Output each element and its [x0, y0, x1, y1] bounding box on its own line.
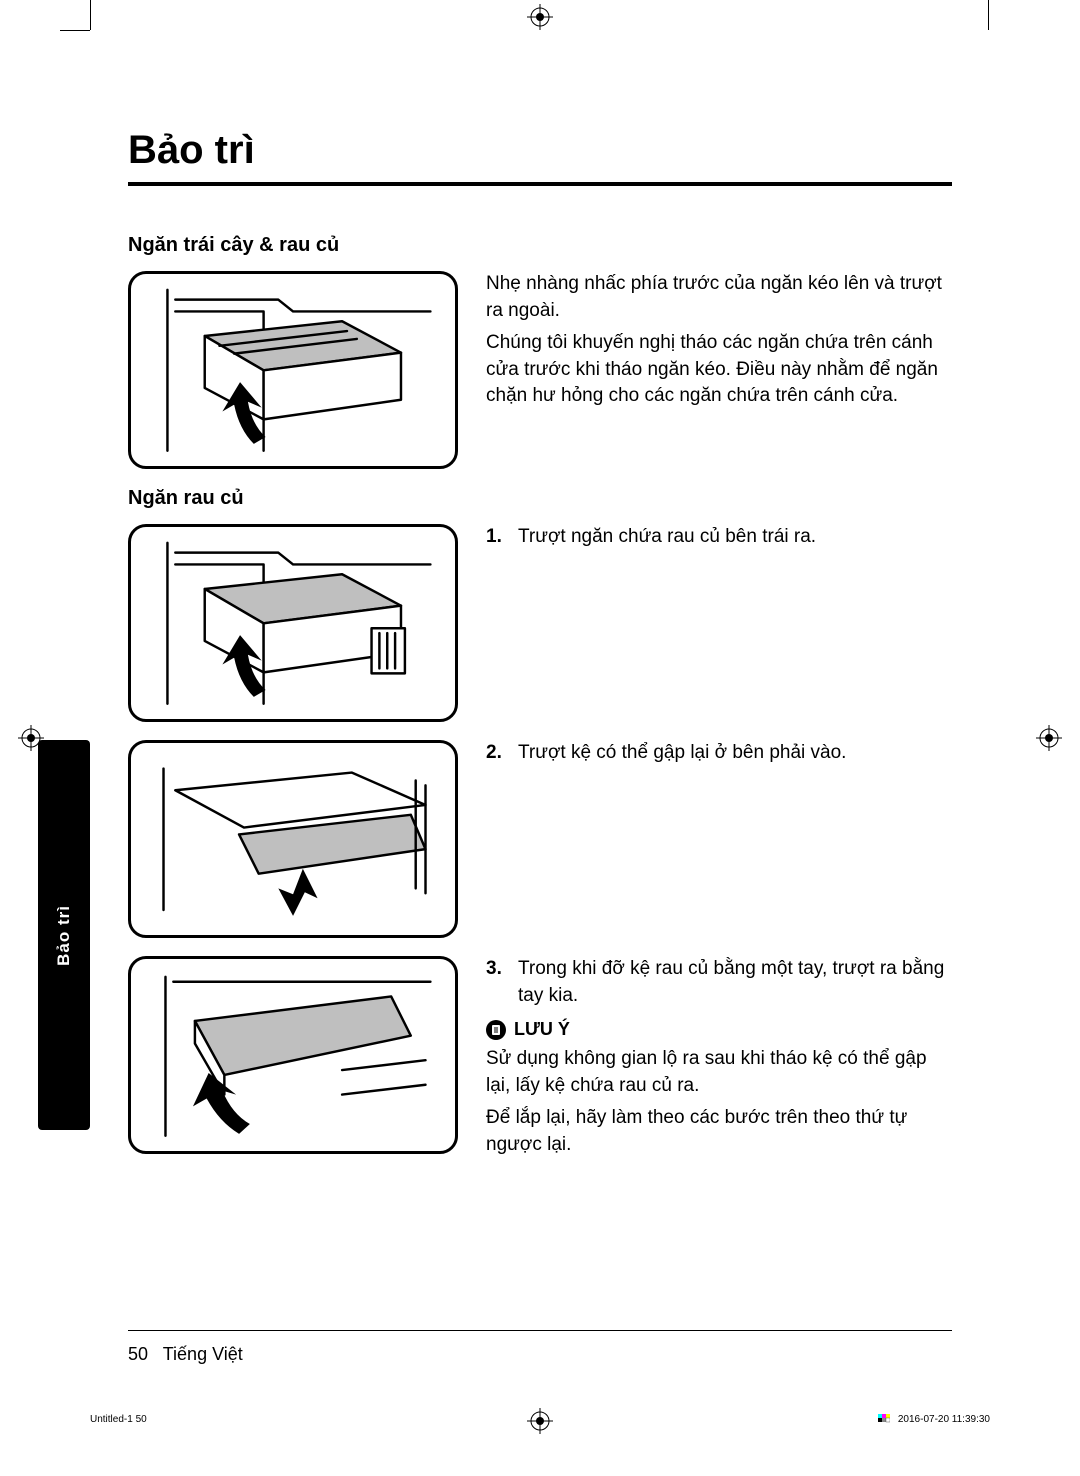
paragraph: Nhẹ nhàng nhấc phía trước của ngăn kéo l…	[486, 271, 952, 324]
registration-mark-icon	[1036, 725, 1062, 751]
title-rule	[128, 182, 952, 186]
crop-mark	[60, 30, 90, 31]
section-side-tab-label: Bảo trì	[54, 905, 74, 966]
crop-mark	[988, 0, 989, 30]
section-side-tab: Bảo trì	[38, 740, 90, 1130]
note-label: LƯU Ý	[514, 1019, 570, 1040]
imprint-left: Untitled-1 50	[90, 1414, 147, 1425]
note-heading: LƯU Ý	[486, 1019, 952, 1040]
figure-remove-crisper-shelf	[128, 956, 458, 1154]
step-text: Trong khi đỡ kệ rau củ bằng một tay, trư…	[518, 956, 952, 1009]
section-heading-fruit-veg: Ngăn trái cây & rau củ	[128, 234, 952, 257]
list-item: 3.Trong khi đỡ kệ rau củ bằng một tay, t…	[486, 956, 952, 1009]
page-number: 50	[128, 1344, 148, 1364]
color-swatch-icon	[878, 1413, 890, 1425]
page-title: Bảo trì	[128, 128, 952, 172]
language-label: Tiếng Việt	[163, 1344, 243, 1364]
figure-slide-left-drawer	[128, 524, 458, 722]
step-text: Trượt ngăn chứa rau củ bên trái ra.	[518, 524, 816, 551]
footer-page-info: 50 Tiếng Việt	[128, 1344, 243, 1365]
section-body-fruit-veg: Nhẹ nhàng nhấc phía trước của ngăn kéo l…	[486, 271, 952, 416]
list-item: 2.Trượt kệ có thể gập lại ở bên phải vào…	[486, 740, 952, 767]
figure-drawer-lift	[128, 271, 458, 469]
list-item: 1.Trượt ngăn chứa rau củ bên trái ra.	[486, 524, 952, 551]
paragraph: Chúng tôi khuyến nghị tháo các ngăn chứa…	[486, 330, 952, 410]
imprint-right: 2016-07-20 11:39:30	[898, 1414, 990, 1425]
footer-rule	[128, 1330, 952, 1331]
crop-mark	[90, 0, 91, 30]
registration-mark-icon	[527, 4, 553, 30]
step-text: Trượt kệ có thể gập lại ở bên phải vào.	[518, 740, 846, 767]
step-list: 3.Trong khi đỡ kệ rau củ bằng một tay, t…	[486, 956, 952, 1009]
step-list: 1.Trượt ngăn chứa rau củ bên trái ra.	[486, 524, 952, 551]
figure-slide-folding-shelf	[128, 740, 458, 938]
step-list: 2.Trượt kệ có thể gập lại ở bên phải vào…	[486, 740, 952, 767]
paragraph: Sử dụng không gian lộ ra sau khi tháo kệ…	[486, 1046, 952, 1099]
registration-mark-icon	[527, 1408, 553, 1434]
note-body: Sử dụng không gian lộ ra sau khi tháo kệ…	[486, 1046, 952, 1158]
note-icon	[486, 1020, 506, 1040]
paragraph: Để lắp lại, hãy làm theo các bước trên t…	[486, 1105, 952, 1158]
section-heading-veg-bin: Ngăn rau củ	[128, 487, 952, 510]
